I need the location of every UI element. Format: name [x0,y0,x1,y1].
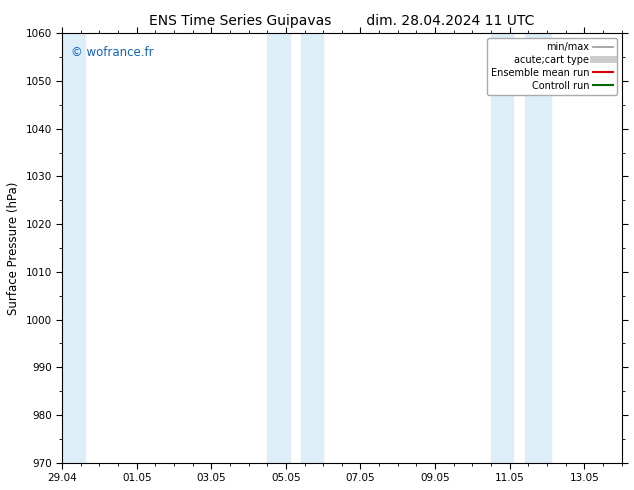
Bar [268,33,290,463]
Bar [301,33,323,463]
Y-axis label: Surface Pressure (hPa): Surface Pressure (hPa) [7,181,20,315]
Text: © wofrance.fr: © wofrance.fr [70,46,153,59]
Title: ENS Time Series Guipavas        dim. 28.04.2024 11 UTC: ENS Time Series Guipavas dim. 28.04.2024… [149,14,534,28]
Bar [58,33,84,463]
Legend: min/max, acute;cart type, Ensemble mean run, Controll run: min/max, acute;cart type, Ensemble mean … [487,38,617,95]
Bar [491,33,514,463]
Bar [524,33,551,463]
